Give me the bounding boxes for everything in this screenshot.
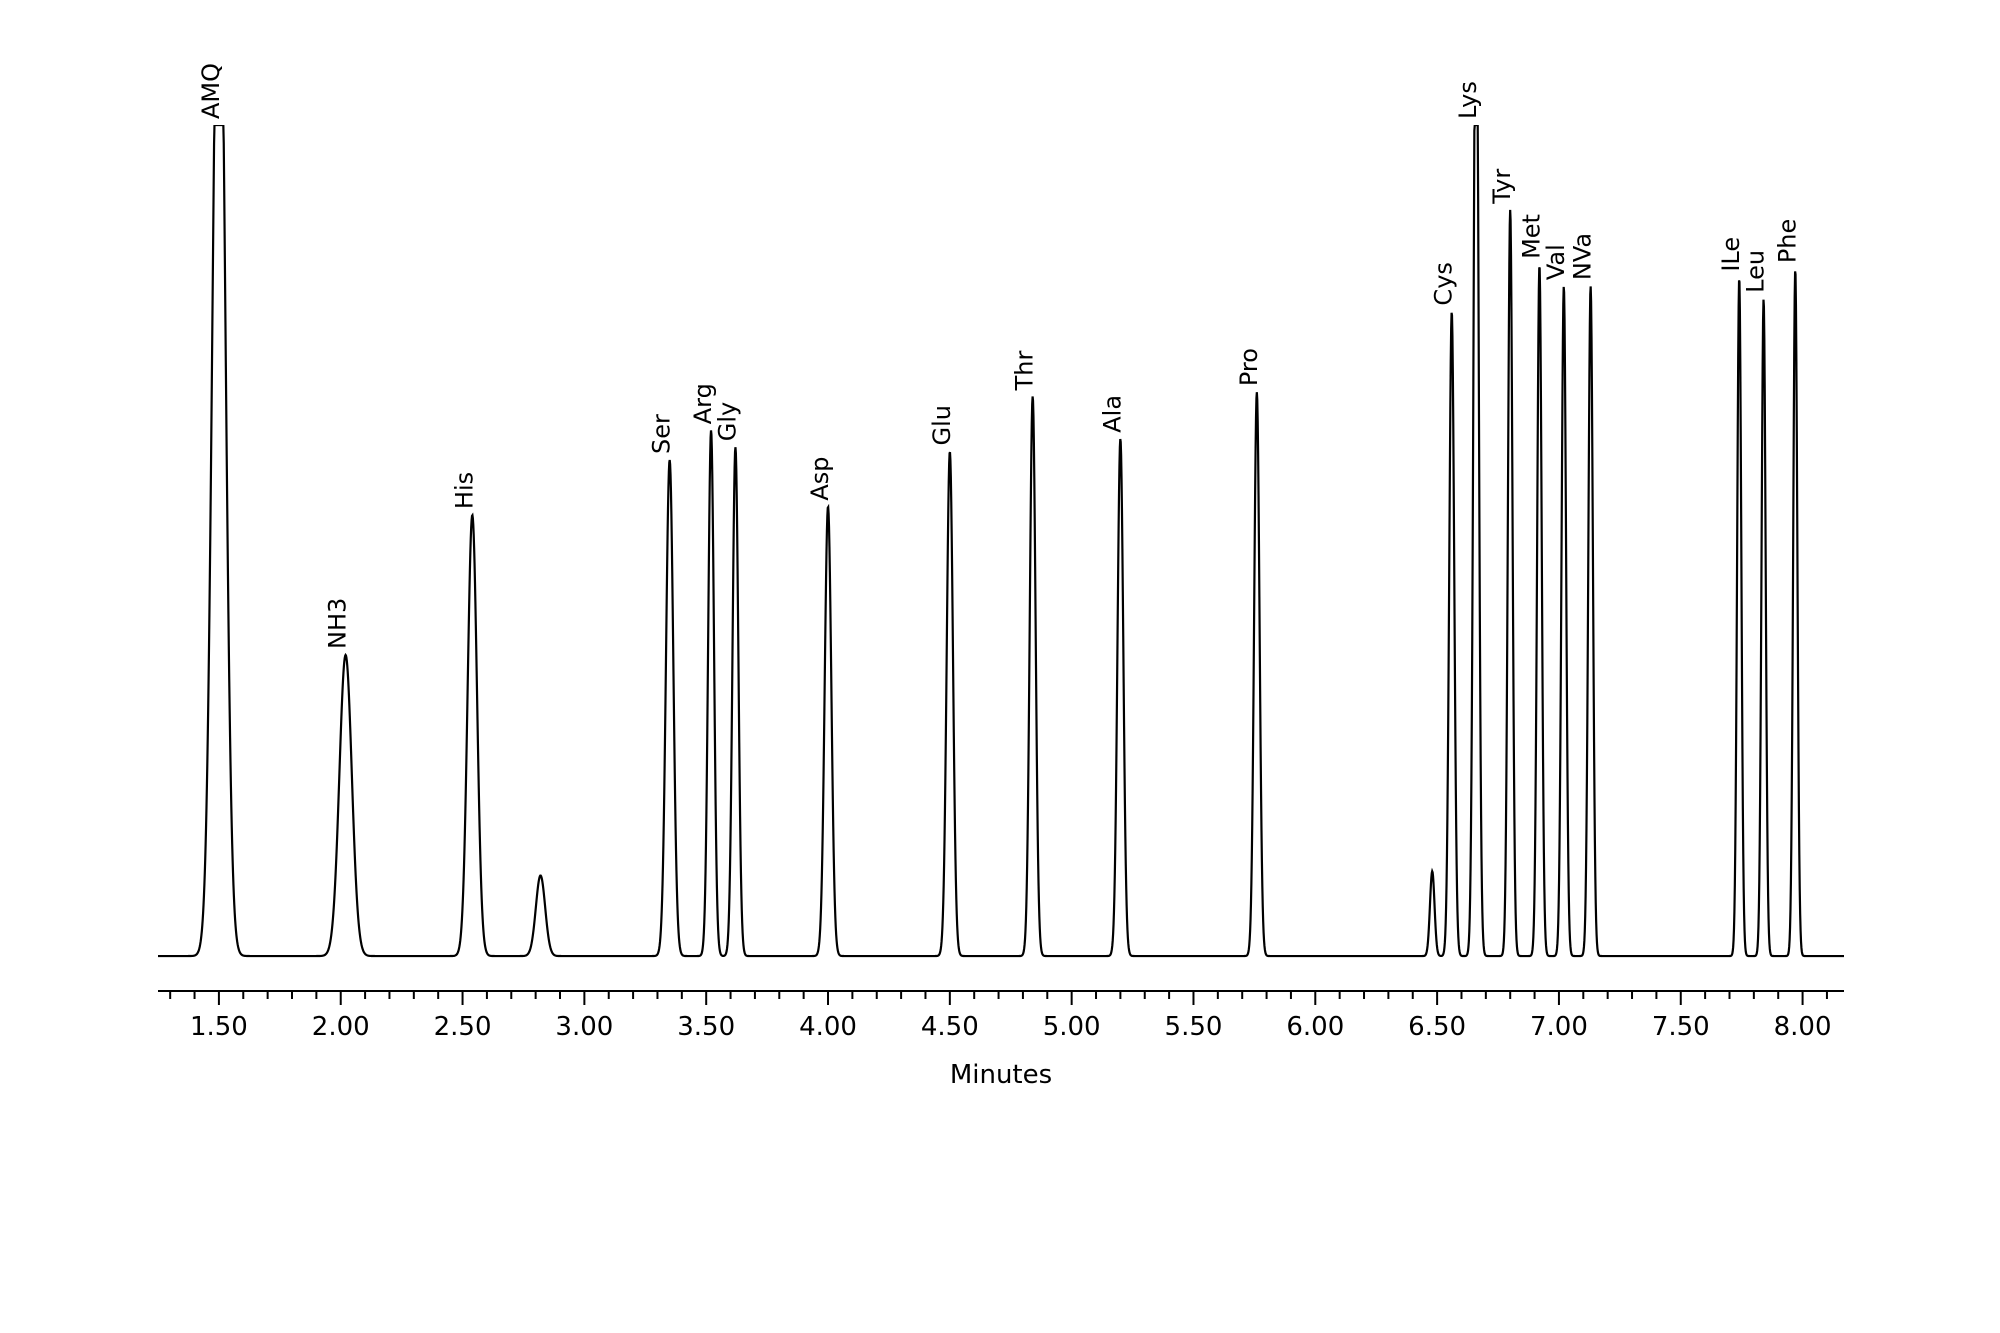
peak-label: NVa bbox=[1569, 233, 1597, 280]
x-tick-label: 7.00 bbox=[1530, 1012, 1588, 1042]
x-tick-label: 4.50 bbox=[921, 1012, 979, 1042]
x-tick-label: 8.00 bbox=[1774, 1012, 1832, 1042]
peak-label: NH3 bbox=[324, 598, 352, 649]
peak-label: AMQ bbox=[197, 63, 225, 119]
peak-label: Glu bbox=[928, 405, 956, 445]
peak-label: Val bbox=[1542, 244, 1570, 280]
x-tick-label: 4.00 bbox=[799, 1012, 857, 1042]
x-tick-label: 2.50 bbox=[434, 1012, 492, 1042]
peak-label: Ser bbox=[648, 414, 676, 454]
chart-background bbox=[0, 0, 2000, 1333]
peak-label: Thr bbox=[1011, 350, 1039, 391]
peak-label: Leu bbox=[1742, 250, 1770, 293]
x-tick-label: 6.50 bbox=[1408, 1012, 1466, 1042]
x-tick-label: 5.50 bbox=[1165, 1012, 1223, 1042]
x-tick-label: 3.00 bbox=[555, 1012, 613, 1042]
x-tick-label: 3.50 bbox=[677, 1012, 735, 1042]
x-tick-label: 5.00 bbox=[1043, 1012, 1101, 1042]
peak-label: Pro bbox=[1235, 348, 1263, 386]
peak-label: Gly bbox=[713, 402, 741, 441]
chromatogram-chart: 1.50 2.00 2.50 3.00 3.50 4.00 4.50 5.00 5.50 6.00… bbox=[0, 0, 2000, 1333]
peak-label: His bbox=[450, 472, 478, 509]
peak-label: Phe bbox=[1773, 219, 1801, 263]
x-tick-label: 1.50 bbox=[190, 1012, 248, 1042]
x-tick-label: 2.00 bbox=[312, 1012, 370, 1042]
x-tick-label: 7.50 bbox=[1652, 1012, 1710, 1042]
peak-label: Tyr bbox=[1488, 169, 1516, 205]
peak-label: Ala bbox=[1098, 395, 1126, 433]
peak-label: Lys bbox=[1454, 81, 1482, 119]
peak-label: Cys bbox=[1430, 262, 1458, 305]
x-axis-label: Minutes bbox=[950, 1060, 1052, 1090]
x-tick-label: 6.00 bbox=[1286, 1012, 1344, 1042]
peak-label: Asp bbox=[806, 456, 834, 500]
